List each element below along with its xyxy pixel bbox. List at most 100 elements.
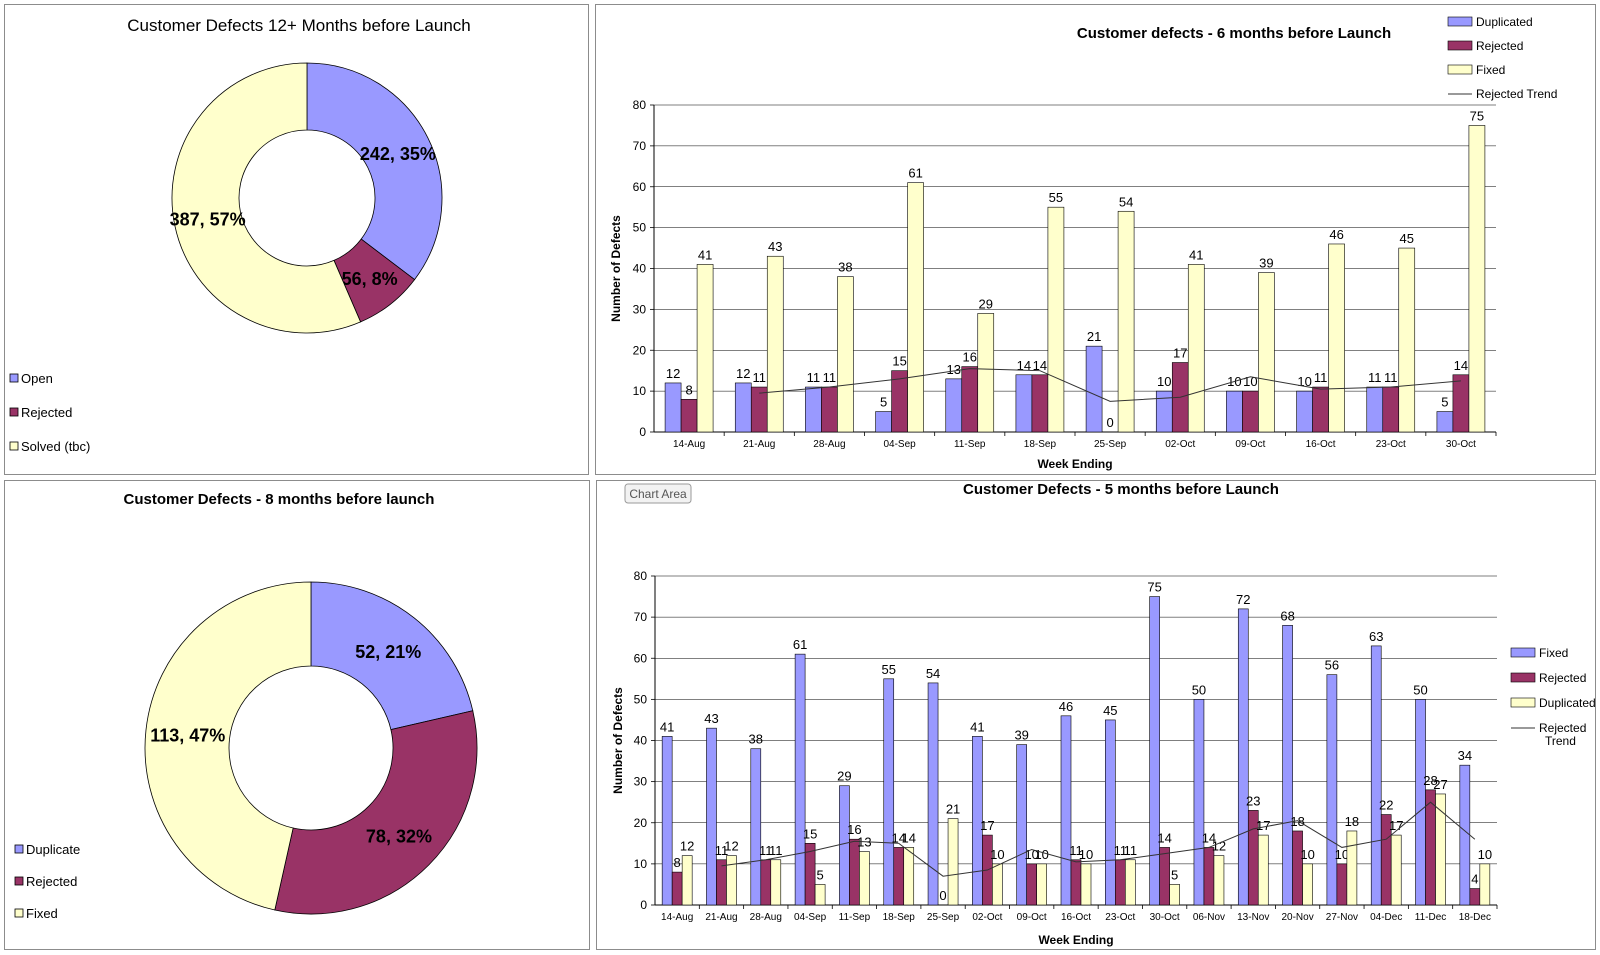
pie-slice-duplicate	[310, 581, 474, 731]
x-tick-label: 18-Sep	[1024, 439, 1057, 450]
bar-fixed	[1370, 645, 1382, 906]
bar-fixed	[1398, 247, 1416, 433]
data-label-duplicated: 14	[1017, 358, 1031, 373]
chart-area-button-label[interactable]: Chart Area	[629, 487, 687, 501]
data-label-duplicated: 21	[946, 802, 960, 817]
bar-fixed	[1282, 625, 1293, 906]
legend-swatch-duplicated	[1447, 16, 1473, 27]
y-tick-label: 30	[634, 775, 648, 789]
data-label-fixed: 41	[1189, 247, 1203, 262]
x-tick-label: 16-Oct	[1306, 439, 1336, 450]
data-label-rejected: 14	[1157, 830, 1171, 845]
bar-duplicated	[726, 855, 737, 906]
data-label-rejected: 14	[892, 830, 906, 845]
bar-duplicated	[1366, 386, 1384, 433]
chart-area-button-bg[interactable]	[624, 483, 692, 504]
x-axis-title: Week Ending	[1038, 933, 1113, 947]
bar-fixed	[1326, 674, 1338, 906]
data-label-duplicated: 12	[724, 839, 738, 854]
legend-label-rejected: Rejected	[1539, 671, 1586, 685]
data-label-rejected: 14	[1454, 358, 1468, 373]
x-axis-title: Week Ending	[1037, 457, 1112, 471]
data-label-fixed: 61	[908, 166, 922, 181]
bar-duplicated	[1296, 390, 1313, 433]
data-label-rejected: 14	[1202, 830, 1216, 845]
x-tick-label: 30-Oct	[1150, 912, 1180, 923]
data-label-duplicated: 10	[1478, 847, 1492, 862]
bar-duplicated	[734, 382, 752, 433]
x-tick-label: 18-Dec	[1459, 912, 1491, 923]
bar-fixed	[907, 182, 924, 433]
data-label-rejected: 11	[1314, 370, 1328, 385]
data-label-rejected: 8	[685, 382, 692, 397]
x-tick-label: 04-Sep	[883, 439, 916, 450]
x-tick-label: 25-Sep	[1094, 439, 1127, 450]
pie-slice-solved-tbc	[171, 62, 362, 334]
x-tick-label: 16-Oct	[1061, 912, 1091, 923]
bar-fixed	[661, 736, 673, 906]
bar-rejected	[671, 871, 683, 906]
bar-duplicated	[859, 851, 870, 906]
x-tick-label: 23-Oct	[1376, 439, 1406, 450]
bar-fixed	[1047, 206, 1065, 433]
data-label-rejected: 11	[715, 843, 729, 858]
y-tick-label: 70	[634, 610, 648, 624]
legend-swatch-fixed	[1447, 64, 1473, 75]
legend-label-duplicated: Duplicated	[1476, 15, 1533, 29]
bar-rejected	[1425, 789, 1436, 906]
bar-rejected	[1452, 374, 1470, 433]
x-tick-label: 23-Oct	[1105, 912, 1135, 923]
data-label-rejected: 0	[939, 888, 946, 903]
legend-swatch-rejected	[1510, 672, 1536, 683]
bar-fixed	[883, 678, 895, 906]
y-tick-label: 20	[633, 343, 647, 357]
data-label-fixed: 41	[660, 719, 674, 734]
bar-rejected	[1312, 386, 1329, 433]
bar-fixed	[706, 727, 717, 906]
trend-line-rejected	[721, 801, 1476, 877]
x-tick-label: 21-Aug	[743, 439, 775, 450]
y-tick-label: 0	[639, 425, 646, 439]
bar-fixed	[837, 276, 854, 433]
y-tick-label: 10	[634, 857, 648, 871]
data-label-duplicated: 13	[947, 362, 961, 377]
data-label-fixed: 29	[979, 296, 993, 311]
bar-duplicated	[814, 884, 826, 906]
bar-duplicated	[770, 859, 782, 906]
chart-area-button[interactable]: Chart Area	[624, 483, 692, 504]
data-label-rejected: 11	[823, 370, 837, 385]
bar-duplicated	[1479, 863, 1491, 906]
data-label-fixed: 45	[1103, 703, 1117, 718]
bar-fixed	[1258, 272, 1275, 433]
data-label-fixed: 50	[1192, 682, 1206, 697]
legend-label-rejected-trend: Rejected Trend	[1539, 721, 1586, 748]
legend-label-open: Open	[21, 371, 53, 386]
bar-duplicated	[1226, 390, 1243, 433]
legend-label-rejected: Rejected	[21, 405, 72, 420]
data-label-rejected: 14	[1033, 358, 1047, 373]
legend-label-fixed: Fixed	[1476, 63, 1505, 77]
bar-duplicated	[992, 863, 1003, 906]
data-label-duplicated: 12	[666, 366, 680, 381]
bar-rejected	[680, 398, 698, 433]
bar-duplicated	[1085, 345, 1103, 433]
data-label-duplicated: 11	[1368, 370, 1382, 385]
data-label-duplicated: 14	[902, 830, 916, 845]
legend-swatch-open	[9, 373, 19, 383]
data-label-fixed: 75	[1147, 580, 1161, 595]
x-tick-label: 09-Oct	[1235, 439, 1265, 450]
bar-fixed	[1328, 243, 1345, 433]
bar-panel-5-months: Chart Area Customer Defects - 5 months be…	[596, 480, 1596, 950]
data-label-duplicated: 12	[680, 839, 694, 854]
bar-fixed	[839, 785, 850, 906]
bar-rejected	[1026, 863, 1037, 906]
data-label-duplicated: 17	[1389, 818, 1403, 833]
pie-slice-fixed	[144, 581, 312, 911]
bar-fixed	[750, 748, 762, 906]
bar-fixed	[1468, 125, 1486, 433]
y-tick-label: 10	[633, 384, 647, 398]
data-label-rejected: 10	[1335, 847, 1349, 862]
data-label-duplicated: 11	[1124, 843, 1138, 858]
x-tick-label: 11-Dec	[1415, 912, 1447, 923]
y-tick-label: 40	[634, 734, 648, 748]
